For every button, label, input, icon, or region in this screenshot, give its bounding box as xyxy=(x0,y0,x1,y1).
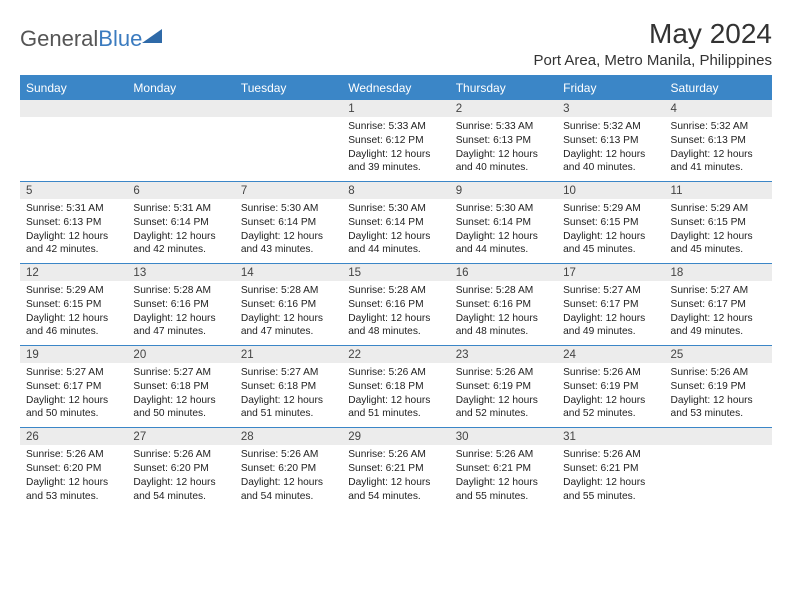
day-2-detail: Sunrise: 5:33 AMSunset: 6:13 PMDaylight:… xyxy=(450,117,557,182)
day-16-detail: Sunrise: 5:28 AMSunset: 6:16 PMDaylight:… xyxy=(450,281,557,346)
header: GeneralBlue May 2024 Port Area, Metro Ma… xyxy=(20,18,772,69)
day-24-number: 24 xyxy=(557,346,664,364)
day-7-number: 7 xyxy=(235,182,342,200)
week-3-detail-row: Sunrise: 5:27 AMSunset: 6:17 PMDaylight:… xyxy=(20,363,772,428)
day-31-detail: Sunrise: 5:26 AMSunset: 6:21 PMDaylight:… xyxy=(557,445,664,509)
empty-daynum xyxy=(20,100,127,118)
day-21-number: 21 xyxy=(235,346,342,364)
empty-detail xyxy=(127,117,234,182)
day-12-number: 12 xyxy=(20,264,127,282)
day-21-detail: Sunrise: 5:27 AMSunset: 6:18 PMDaylight:… xyxy=(235,363,342,428)
day-15-number: 15 xyxy=(342,264,449,282)
day-13-detail: Sunrise: 5:28 AMSunset: 6:16 PMDaylight:… xyxy=(127,281,234,346)
day-15-detail: Sunrise: 5:28 AMSunset: 6:16 PMDaylight:… xyxy=(342,281,449,346)
day-19-number: 19 xyxy=(20,346,127,364)
day-5-detail: Sunrise: 5:31 AMSunset: 6:13 PMDaylight:… xyxy=(20,199,127,264)
day-25-number: 25 xyxy=(665,346,772,364)
day-27-detail: Sunrise: 5:26 AMSunset: 6:20 PMDaylight:… xyxy=(127,445,234,509)
day-7-detail: Sunrise: 5:30 AMSunset: 6:14 PMDaylight:… xyxy=(235,199,342,264)
calendar-table: SundayMondayTuesdayWednesdayThursdayFrid… xyxy=(20,75,772,509)
day-2-number: 2 xyxy=(450,100,557,118)
day-19-detail: Sunrise: 5:27 AMSunset: 6:17 PMDaylight:… xyxy=(20,363,127,428)
weekday-sunday: Sunday xyxy=(20,76,127,100)
brand-triangle-icon xyxy=(142,29,162,43)
day-31-number: 31 xyxy=(557,428,664,446)
day-27-number: 27 xyxy=(127,428,234,446)
day-10-detail: Sunrise: 5:29 AMSunset: 6:15 PMDaylight:… xyxy=(557,199,664,264)
day-29-detail: Sunrise: 5:26 AMSunset: 6:21 PMDaylight:… xyxy=(342,445,449,509)
day-28-number: 28 xyxy=(235,428,342,446)
day-26-detail: Sunrise: 5:26 AMSunset: 6:20 PMDaylight:… xyxy=(20,445,127,509)
day-18-number: 18 xyxy=(665,264,772,282)
day-18-detail: Sunrise: 5:27 AMSunset: 6:17 PMDaylight:… xyxy=(665,281,772,346)
month-title: May 2024 xyxy=(534,18,772,50)
empty-detail xyxy=(235,117,342,182)
day-24-detail: Sunrise: 5:26 AMSunset: 6:19 PMDaylight:… xyxy=(557,363,664,428)
weekday-header-row: SundayMondayTuesdayWednesdayThursdayFrid… xyxy=(20,76,772,100)
day-17-detail: Sunrise: 5:27 AMSunset: 6:17 PMDaylight:… xyxy=(557,281,664,346)
weekday-thursday: Thursday xyxy=(450,76,557,100)
week-4-detail-row: Sunrise: 5:26 AMSunset: 6:20 PMDaylight:… xyxy=(20,445,772,509)
day-3-detail: Sunrise: 5:32 AMSunset: 6:13 PMDaylight:… xyxy=(557,117,664,182)
week-2-daynum-row: 12131415161718 xyxy=(20,264,772,282)
day-6-detail: Sunrise: 5:31 AMSunset: 6:14 PMDaylight:… xyxy=(127,199,234,264)
brand-logo: GeneralBlue xyxy=(20,26,162,52)
week-0-detail-row: Sunrise: 5:33 AMSunset: 6:12 PMDaylight:… xyxy=(20,117,772,182)
day-6-number: 6 xyxy=(127,182,234,200)
week-0-daynum-row: 1234 xyxy=(20,100,772,118)
day-22-number: 22 xyxy=(342,346,449,364)
location-text: Port Area, Metro Manila, Philippines xyxy=(534,52,772,69)
day-26-number: 26 xyxy=(20,428,127,446)
empty-daynum xyxy=(665,428,772,446)
day-29-number: 29 xyxy=(342,428,449,446)
day-14-number: 14 xyxy=(235,264,342,282)
day-11-detail: Sunrise: 5:29 AMSunset: 6:15 PMDaylight:… xyxy=(665,199,772,264)
day-22-detail: Sunrise: 5:26 AMSunset: 6:18 PMDaylight:… xyxy=(342,363,449,428)
day-25-detail: Sunrise: 5:26 AMSunset: 6:19 PMDaylight:… xyxy=(665,363,772,428)
weekday-saturday: Saturday xyxy=(665,76,772,100)
weekday-friday: Friday xyxy=(557,76,664,100)
weekday-wednesday: Wednesday xyxy=(342,76,449,100)
week-1-daynum-row: 567891011 xyxy=(20,182,772,200)
day-20-detail: Sunrise: 5:27 AMSunset: 6:18 PMDaylight:… xyxy=(127,363,234,428)
day-23-detail: Sunrise: 5:26 AMSunset: 6:19 PMDaylight:… xyxy=(450,363,557,428)
brand-blue: Blue xyxy=(98,26,142,51)
brand-general: General xyxy=(20,26,98,51)
weekday-monday: Monday xyxy=(127,76,234,100)
empty-detail xyxy=(665,445,772,509)
day-30-detail: Sunrise: 5:26 AMSunset: 6:21 PMDaylight:… xyxy=(450,445,557,509)
day-3-number: 3 xyxy=(557,100,664,118)
day-1-detail: Sunrise: 5:33 AMSunset: 6:12 PMDaylight:… xyxy=(342,117,449,182)
weekday-tuesday: Tuesday xyxy=(235,76,342,100)
empty-detail xyxy=(20,117,127,182)
day-12-detail: Sunrise: 5:29 AMSunset: 6:15 PMDaylight:… xyxy=(20,281,127,346)
day-13-number: 13 xyxy=(127,264,234,282)
day-1-number: 1 xyxy=(342,100,449,118)
day-8-detail: Sunrise: 5:30 AMSunset: 6:14 PMDaylight:… xyxy=(342,199,449,264)
week-3-daynum-row: 19202122232425 xyxy=(20,346,772,364)
day-30-number: 30 xyxy=(450,428,557,446)
week-1-detail-row: Sunrise: 5:31 AMSunset: 6:13 PMDaylight:… xyxy=(20,199,772,264)
day-14-detail: Sunrise: 5:28 AMSunset: 6:16 PMDaylight:… xyxy=(235,281,342,346)
day-23-number: 23 xyxy=(450,346,557,364)
day-8-number: 8 xyxy=(342,182,449,200)
day-4-number: 4 xyxy=(665,100,772,118)
day-17-number: 17 xyxy=(557,264,664,282)
title-block: May 2024 Port Area, Metro Manila, Philip… xyxy=(534,18,772,69)
week-4-daynum-row: 262728293031 xyxy=(20,428,772,446)
day-28-detail: Sunrise: 5:26 AMSunset: 6:20 PMDaylight:… xyxy=(235,445,342,509)
day-20-number: 20 xyxy=(127,346,234,364)
day-16-number: 16 xyxy=(450,264,557,282)
day-9-detail: Sunrise: 5:30 AMSunset: 6:14 PMDaylight:… xyxy=(450,199,557,264)
brand-text: GeneralBlue xyxy=(20,26,142,52)
week-2-detail-row: Sunrise: 5:29 AMSunset: 6:15 PMDaylight:… xyxy=(20,281,772,346)
day-9-number: 9 xyxy=(450,182,557,200)
day-5-number: 5 xyxy=(20,182,127,200)
day-11-number: 11 xyxy=(665,182,772,200)
empty-daynum xyxy=(235,100,342,118)
day-4-detail: Sunrise: 5:32 AMSunset: 6:13 PMDaylight:… xyxy=(665,117,772,182)
day-10-number: 10 xyxy=(557,182,664,200)
empty-daynum xyxy=(127,100,234,118)
